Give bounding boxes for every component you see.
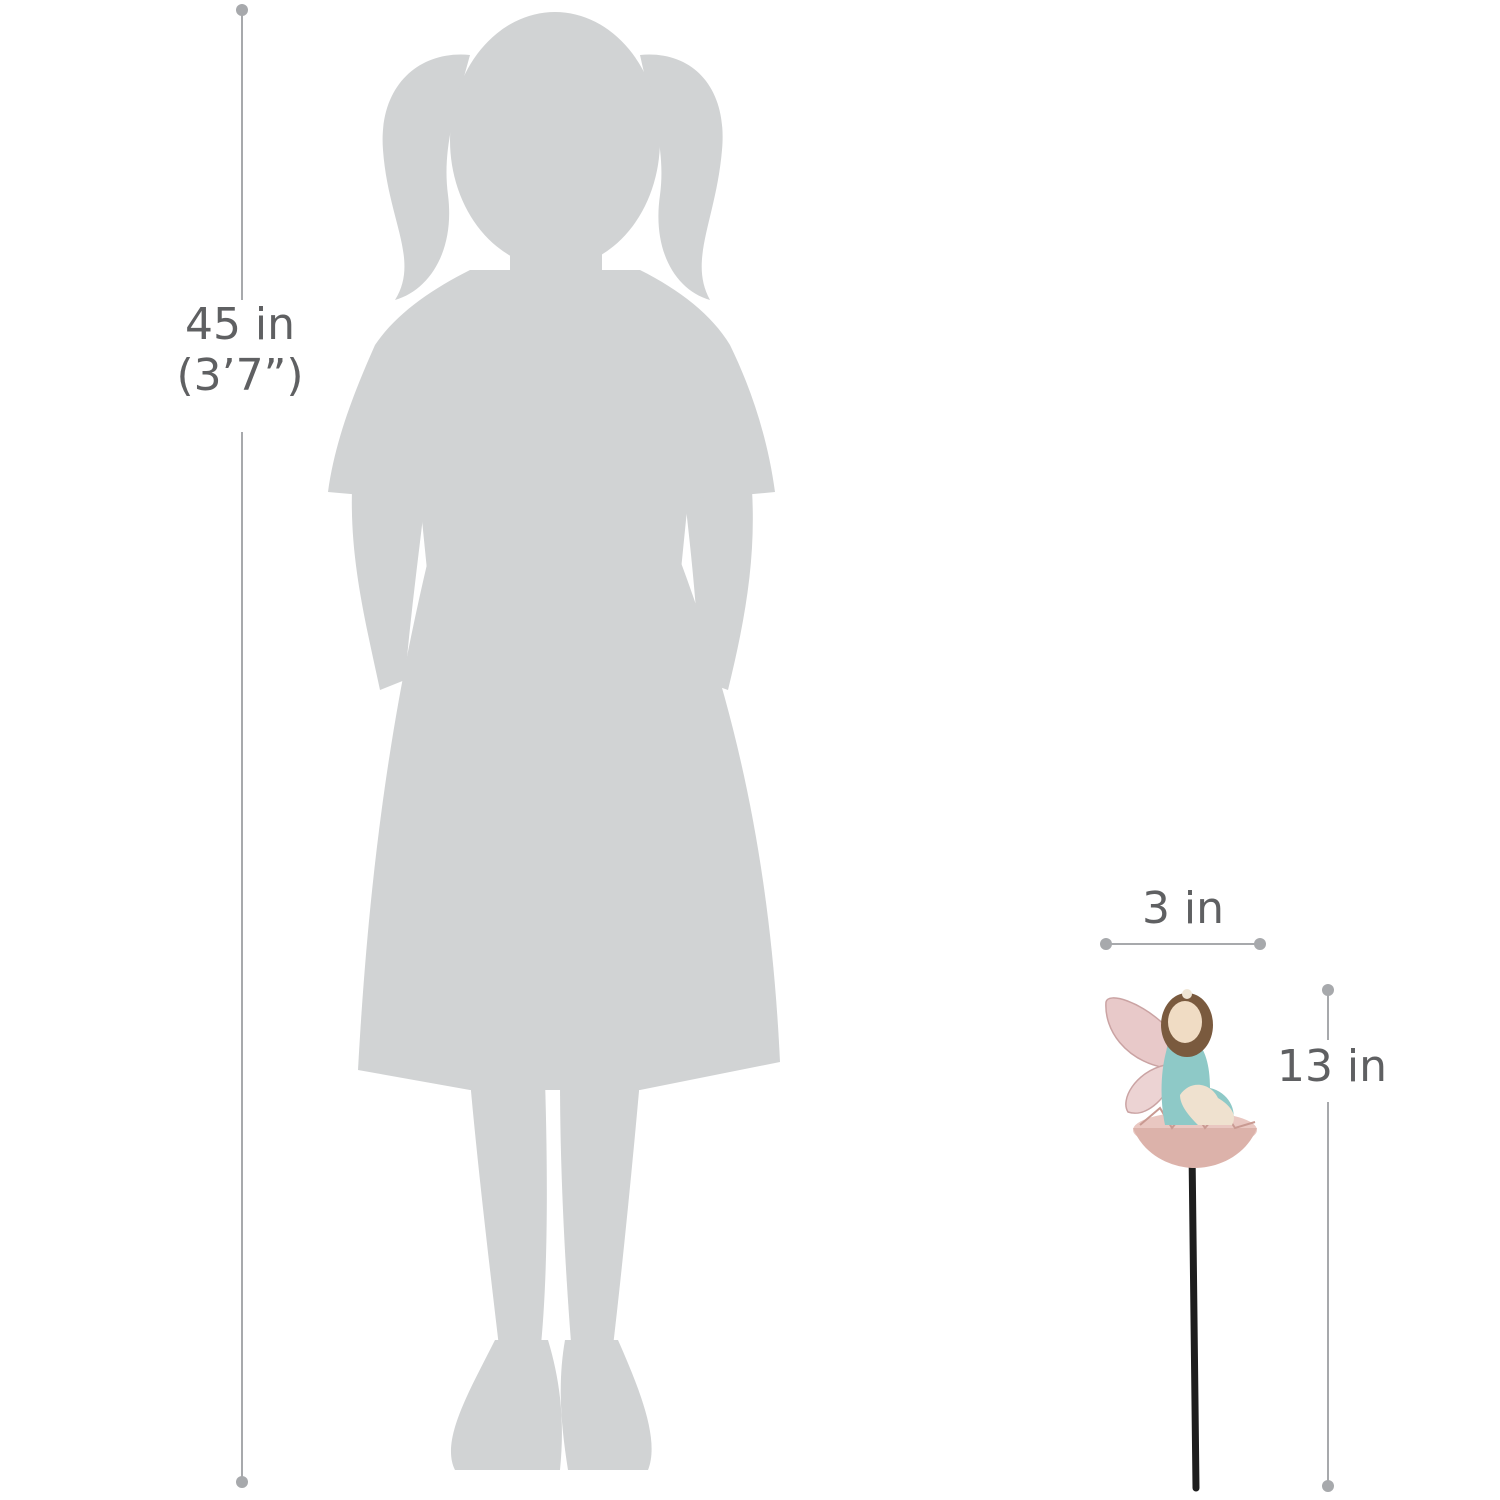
child-height-label: 45 in (3’7”) xyxy=(160,299,320,401)
child-height-feet: (3’7”) xyxy=(176,349,304,401)
fairy-height-end-bottom xyxy=(1322,1480,1334,1492)
left-shoe xyxy=(450,1340,562,1470)
child-height-dimension xyxy=(236,4,248,1488)
left-arm xyxy=(351,490,425,690)
head xyxy=(450,12,660,268)
right-pigtail xyxy=(640,54,723,300)
child-height-end-bottom xyxy=(236,1476,248,1488)
child-height-inches: 45 in xyxy=(184,299,296,350)
fairy-crown xyxy=(1182,989,1192,999)
fairy-width-dimension xyxy=(1100,938,1266,950)
left-pigtail xyxy=(382,54,470,300)
fairy-legs xyxy=(1180,1084,1235,1125)
fairy-garden-stake xyxy=(1105,989,1257,1492)
right-leg xyxy=(560,1080,640,1355)
child-silhouette xyxy=(328,12,780,1470)
left-leg xyxy=(470,1080,547,1355)
fairy-wings xyxy=(1105,997,1173,1114)
fairy-width-label: 3 in xyxy=(1141,883,1225,934)
fairy-width-end-right xyxy=(1254,938,1266,950)
child-height-end-top xyxy=(236,4,248,16)
fairy-height-dimension xyxy=(1322,984,1334,1492)
fairy-height-label: 13 in xyxy=(1276,1041,1388,1092)
fairy-width-end-left xyxy=(1100,938,1112,950)
torso xyxy=(328,270,775,580)
fairy-face xyxy=(1168,1001,1202,1043)
fairy-height-end-top xyxy=(1322,984,1334,996)
skirt xyxy=(358,560,780,1090)
right-shoe xyxy=(560,1340,652,1470)
stake-rod xyxy=(1188,1146,1200,1492)
